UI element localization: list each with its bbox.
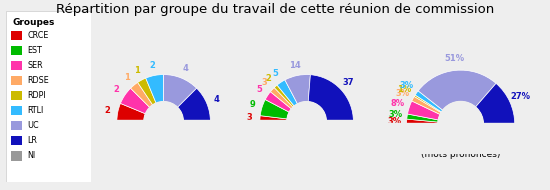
Text: 1: 1 xyxy=(124,73,130,82)
Text: 3%: 3% xyxy=(388,110,403,119)
Circle shape xyxy=(287,102,326,141)
Text: 37: 37 xyxy=(343,78,354,87)
Text: 2: 2 xyxy=(104,106,111,115)
Text: RDSE: RDSE xyxy=(28,76,50,85)
Wedge shape xyxy=(274,85,294,107)
Bar xyxy=(94,120,234,149)
Wedge shape xyxy=(260,100,289,119)
Bar xyxy=(10,31,21,40)
Wedge shape xyxy=(265,92,292,112)
Wedge shape xyxy=(130,82,153,107)
Bar xyxy=(379,123,542,157)
Wedge shape xyxy=(285,74,310,104)
Text: EST: EST xyxy=(28,46,42,55)
Text: RTLI: RTLI xyxy=(28,106,44,115)
Text: 5: 5 xyxy=(256,85,262,94)
Wedge shape xyxy=(138,78,156,105)
Text: 4: 4 xyxy=(183,64,189,73)
Wedge shape xyxy=(271,88,293,109)
Text: 8%: 8% xyxy=(391,99,405,108)
Text: 14: 14 xyxy=(289,61,301,70)
Bar xyxy=(10,61,21,70)
Text: 3%: 3% xyxy=(388,117,402,126)
Wedge shape xyxy=(277,80,298,106)
Wedge shape xyxy=(418,70,496,110)
Text: 5: 5 xyxy=(272,69,278,78)
Wedge shape xyxy=(120,88,150,114)
Text: Interventions: Interventions xyxy=(277,134,337,143)
Text: 1: 1 xyxy=(134,66,140,75)
Text: 9: 9 xyxy=(249,100,255,109)
Wedge shape xyxy=(308,75,353,121)
Circle shape xyxy=(144,102,183,141)
Text: 27%: 27% xyxy=(510,92,531,101)
Wedge shape xyxy=(476,83,515,124)
Text: NI: NI xyxy=(28,151,36,160)
Text: Répartition par groupe du travail de cette réunion de commission: Répartition par groupe du travail de cet… xyxy=(56,3,494,16)
Text: 4: 4 xyxy=(213,95,219,104)
Wedge shape xyxy=(415,91,443,112)
Bar xyxy=(10,151,21,161)
Bar xyxy=(10,91,21,100)
Wedge shape xyxy=(406,119,438,124)
Text: LR: LR xyxy=(28,136,37,145)
Wedge shape xyxy=(408,101,440,120)
Wedge shape xyxy=(164,74,197,107)
Text: 1%: 1% xyxy=(398,85,412,94)
Wedge shape xyxy=(178,88,210,121)
Text: 3: 3 xyxy=(262,78,268,87)
Text: 2: 2 xyxy=(266,74,272,83)
Wedge shape xyxy=(117,103,146,121)
Bar xyxy=(10,121,21,130)
Text: CRCE: CRCE xyxy=(28,31,49,40)
Bar xyxy=(10,136,21,146)
Wedge shape xyxy=(260,116,287,121)
Bar xyxy=(10,46,21,55)
Text: Présents: Présents xyxy=(144,134,183,143)
Bar xyxy=(10,106,21,115)
Text: 2: 2 xyxy=(113,85,119,94)
Wedge shape xyxy=(407,114,438,122)
Text: SER: SER xyxy=(28,61,43,70)
Text: Groupes: Groupes xyxy=(12,18,54,27)
Wedge shape xyxy=(146,74,164,103)
Wedge shape xyxy=(412,97,441,114)
Text: 2: 2 xyxy=(150,61,156,70)
Text: 51%: 51% xyxy=(444,54,464,63)
Circle shape xyxy=(438,101,483,147)
Text: 3%: 3% xyxy=(395,89,410,98)
Bar xyxy=(10,76,21,85)
Text: Temps de parole
(mots prononcés): Temps de parole (mots prononcés) xyxy=(421,139,500,159)
Text: 3: 3 xyxy=(247,113,252,122)
Bar xyxy=(236,120,377,149)
Text: 3%: 3% xyxy=(400,82,414,90)
Text: UC: UC xyxy=(28,121,39,130)
Wedge shape xyxy=(414,95,442,112)
Text: RDPI: RDPI xyxy=(28,91,46,100)
